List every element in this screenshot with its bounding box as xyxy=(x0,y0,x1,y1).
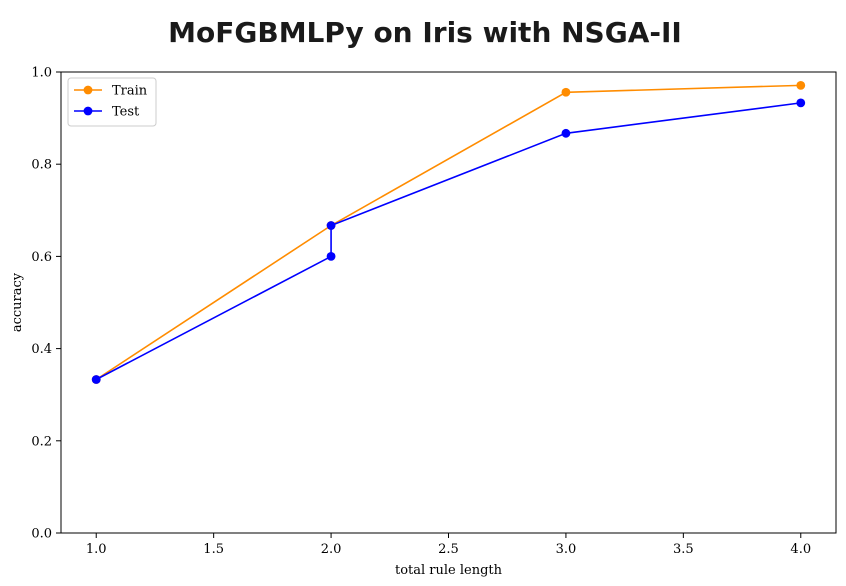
y-tick-label: 0.8 xyxy=(31,158,52,173)
plot-frame xyxy=(60,71,837,534)
test-data-point xyxy=(91,375,101,384)
test-data-point xyxy=(796,98,806,108)
test-legend-marker xyxy=(83,106,93,116)
legend: Train Test xyxy=(67,77,157,127)
plot-area xyxy=(91,80,806,384)
y-tick-label: 0.2 xyxy=(31,434,52,449)
x-tick-label: 3.5 xyxy=(673,542,694,557)
axis-ticks: 1.0 1.5 2.0 2.5 3.0 3.5 4.0 0.0 0.2 0.4 0.6 0.8 1.0 xyxy=(31,66,811,558)
test-data-point xyxy=(561,128,571,138)
x-tick-label: 1.5 xyxy=(203,542,224,557)
x-tick-label: 1.0 xyxy=(86,542,107,557)
y-tick-label: 1.0 xyxy=(31,66,52,81)
test-legend-label: Test xyxy=(112,105,140,120)
y-tick-label: 0.6 xyxy=(31,250,52,265)
test-series-line xyxy=(95,102,801,381)
chart-title: MoFGBMLPy on Iris with NSGA-II xyxy=(168,16,682,49)
train-data-point xyxy=(796,80,806,90)
test-data-point xyxy=(326,252,336,261)
x-tick-label: 2.0 xyxy=(321,542,342,557)
train-series-line xyxy=(95,84,801,381)
y-tick-label: 0.0 xyxy=(31,527,52,542)
train-legend-marker xyxy=(83,85,93,95)
y-axis-label: accuracy xyxy=(10,272,25,332)
x-tick-label: 3.0 xyxy=(556,542,577,557)
y-tick-label: 0.4 xyxy=(31,342,52,357)
x-tick-label: 4.0 xyxy=(790,542,811,557)
train-legend-label: Train xyxy=(112,84,148,99)
x-axis-label: total rule length xyxy=(395,563,503,578)
train-data-point xyxy=(561,87,571,97)
test-data-point xyxy=(326,221,336,230)
x-tick-label: 2.5 xyxy=(438,542,459,557)
